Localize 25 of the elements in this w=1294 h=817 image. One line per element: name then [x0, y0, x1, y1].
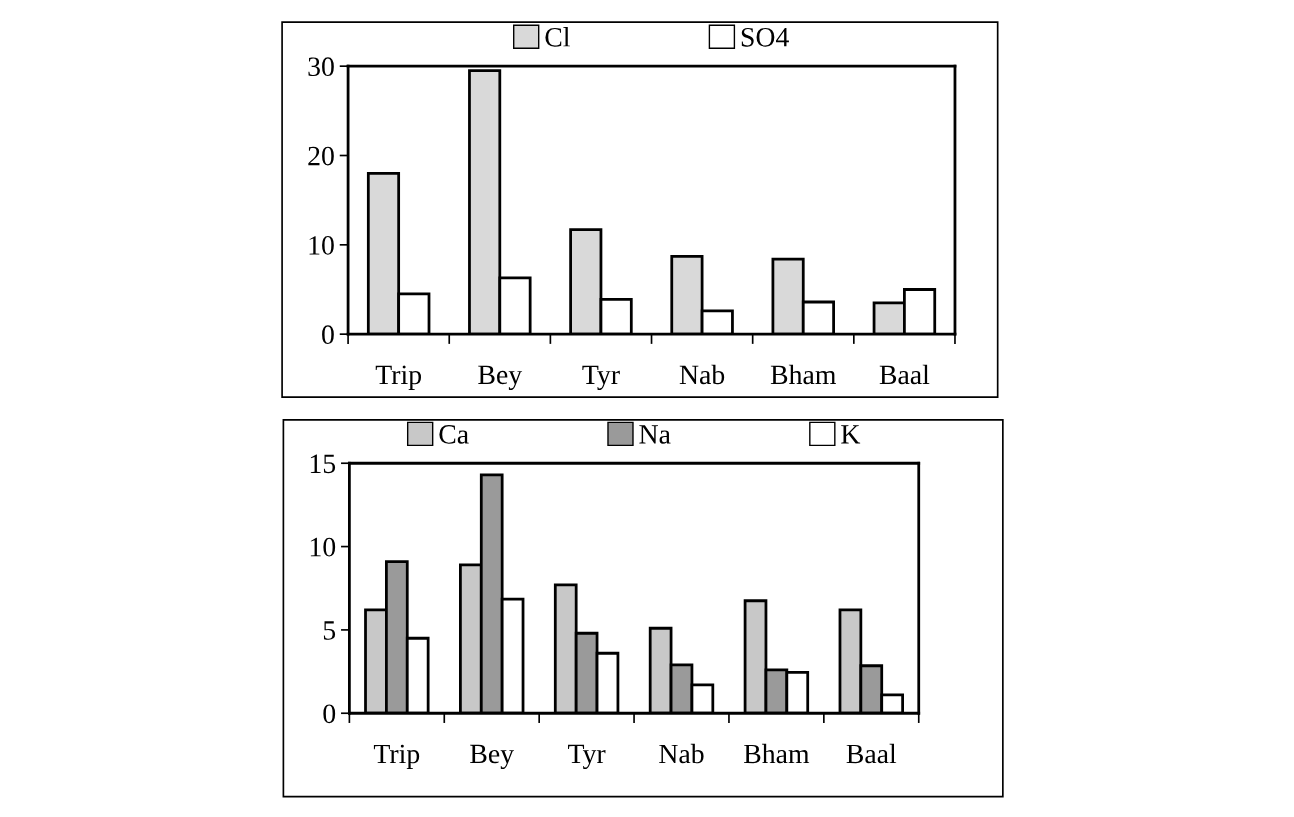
legend-label: Ca — [439, 425, 469, 444]
x-tick-label: Baal — [879, 364, 930, 385]
x-tick-label: Nab — [679, 364, 725, 385]
y-tick-label: 10 — [309, 235, 334, 255]
x-tick-label: Bham — [744, 743, 810, 764]
y-tick-label: 10 — [310, 537, 336, 557]
x-tick-label: Bey — [470, 744, 514, 769]
y-tick-label: 20 — [308, 146, 334, 166]
y-tick-label: 0 — [322, 325, 334, 345]
y-tick-label: 30 — [308, 57, 334, 77]
legend-label: Na — [639, 425, 671, 444]
legend-label: SO4 — [741, 27, 789, 47]
x-tick-label: Tyr — [568, 744, 606, 769]
x-tick-label: Tyr — [582, 365, 620, 390]
x-tick-label: Trip — [375, 365, 421, 390]
x-tick-label: Bey — [478, 365, 523, 390]
x-tick-label: Nab — [659, 743, 704, 764]
legend-label: Cl — [545, 27, 570, 47]
y-tick-label: 15 — [310, 454, 336, 474]
legend-label: K — [841, 425, 861, 444]
y-tick-label: 0 — [323, 704, 336, 724]
y-tick-label: 5 — [323, 621, 336, 640]
x-tick-label: Baal — [846, 743, 897, 764]
x-tick-label: Trip — [373, 744, 420, 769]
x-tick-label: Bham — [770, 364, 836, 385]
